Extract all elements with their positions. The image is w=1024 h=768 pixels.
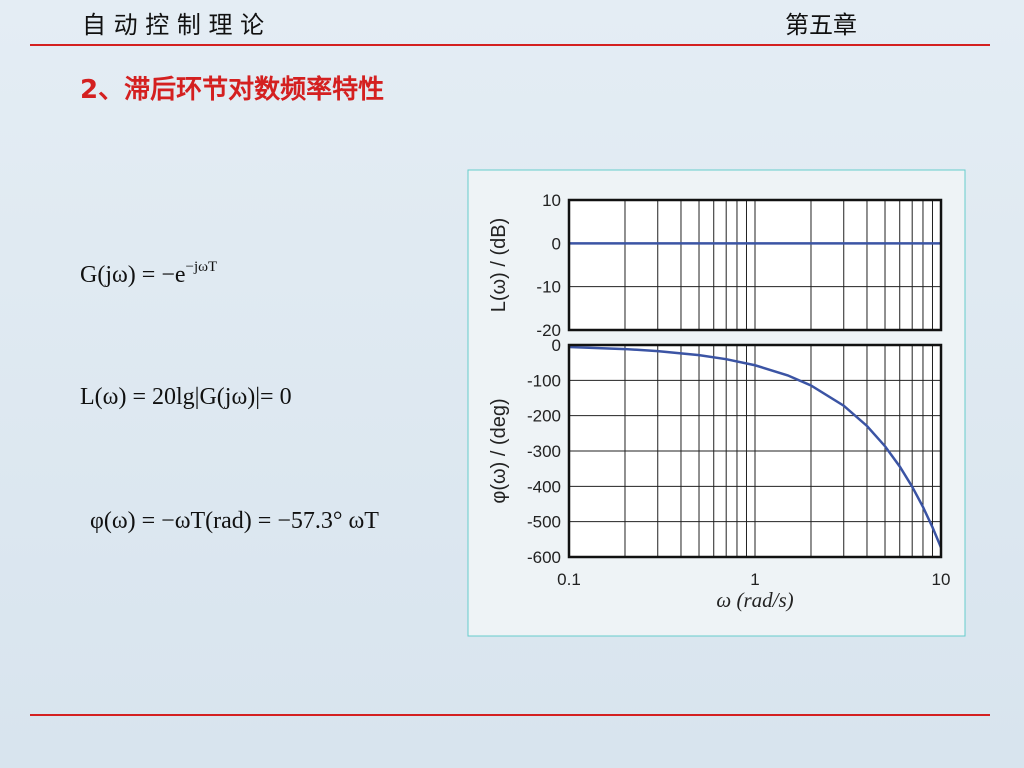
x-tick-label: 10: [932, 570, 951, 589]
header-title: 自 动 控 制 理 论: [82, 11, 264, 39]
formula-sup: −jωT: [186, 259, 218, 275]
formula: L(ω) = 20lg|G(jω)|= 0: [80, 384, 292, 410]
x-tick-label: 0.1: [557, 570, 581, 589]
x-tick-label: 1: [750, 570, 759, 589]
y-tick-label: -500: [527, 513, 561, 532]
header-chapter: 第五章: [785, 11, 857, 39]
y-axis-label: L(ω) / (dB): [488, 218, 510, 313]
formula: φ(ω) = −ωT(rad) = −57.3° ωT: [90, 508, 379, 534]
y-tick-label: -200: [527, 407, 561, 426]
charts: 10 0 -10 -20 L(ω) / (dB) 0.1 1 10 0 -100 -200 -300 -…: [488, 191, 950, 612]
plot-border: [567, 198, 943, 332]
formula: G(jω) = −e−jωT: [80, 259, 217, 288]
x-axis-label: ω (rad/s): [716, 588, 793, 612]
data-line: [568, 345, 943, 548]
y-tick-label: -100: [527, 371, 561, 390]
y-tick-label: 0: [552, 336, 561, 355]
y-tick-label: -20: [536, 321, 561, 340]
y-tick-label: 0: [552, 234, 561, 253]
y-tick-label: -400: [527, 477, 561, 496]
y-tick-label: -600: [527, 548, 561, 567]
y-axis-label: φ(ω) / (deg): [488, 398, 510, 503]
plot-border: [567, 343, 943, 559]
y-tick-label: 10: [542, 191, 561, 210]
y-tick-label: -10: [536, 278, 561, 297]
y-tick-label: -300: [527, 442, 561, 461]
formula-base: G(jω) = −e: [80, 262, 186, 288]
section-title: 2、滞后环节对数频率特性: [80, 74, 384, 105]
